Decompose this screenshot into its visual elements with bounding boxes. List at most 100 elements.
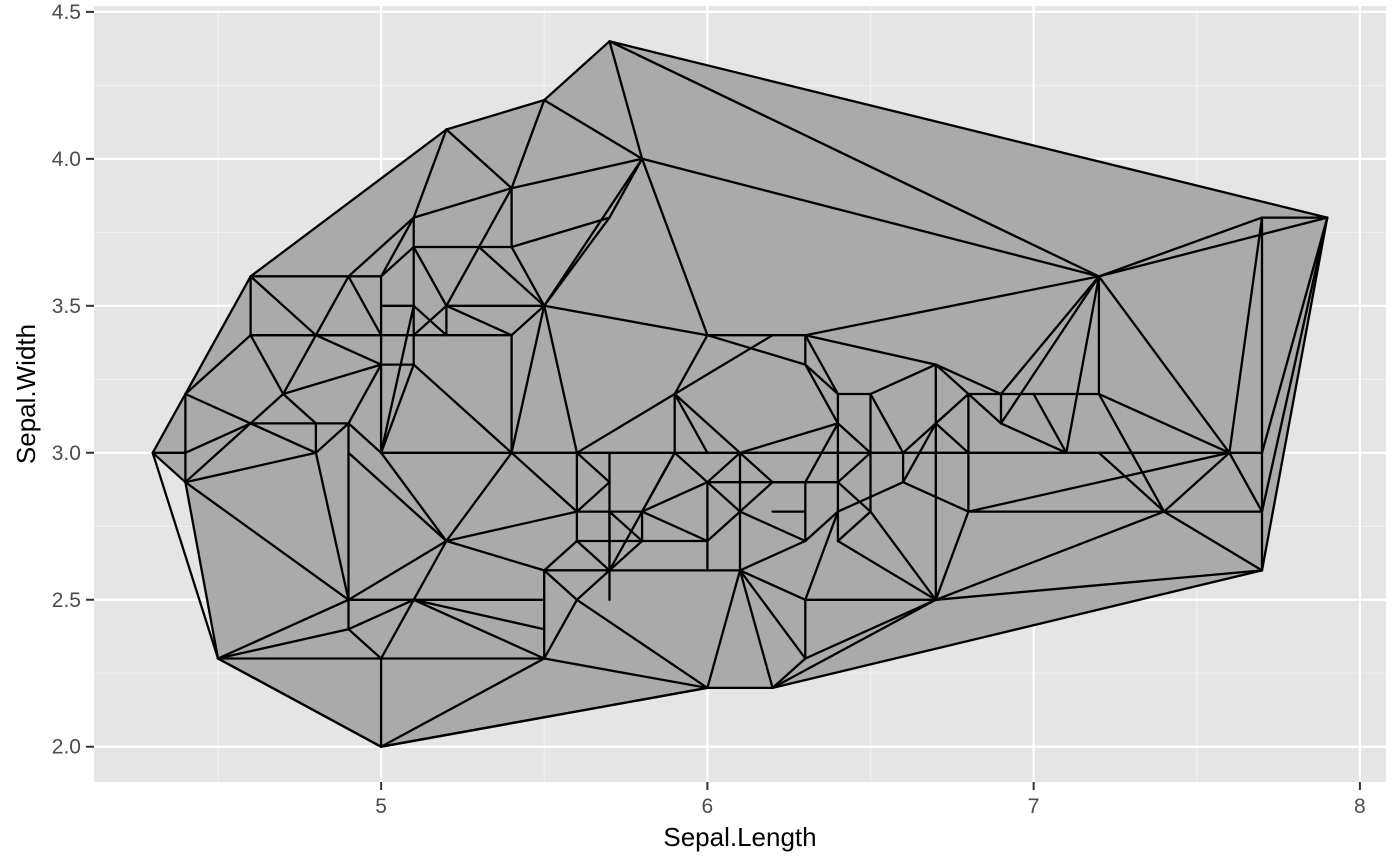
triangulation-edge [804,363,840,396]
triangulation-edge [379,216,415,278]
triangulation-edge [510,98,546,190]
triangulation-edge [1097,392,1166,513]
triangulation-edge [836,481,872,513]
triangulation-edge [771,569,1264,690]
triangulation-edge [738,569,774,690]
triangulation-edge [184,275,252,396]
triangulation-edge [1097,216,1264,278]
x-axis-title: Sepal.Length [663,822,816,852]
triangulation-edge [836,451,872,484]
y-axis-title: Sepal.Width [11,324,41,464]
triangulation-edge [347,628,383,660]
triangulation-edge [282,334,318,396]
y-axis: 2.0 2.5 3.0 3.5 4.0 4.5 [52,1,94,759]
triangulation-edge [282,363,383,396]
triangulation-edge [575,539,611,572]
triangulation-edge [347,539,448,601]
triangulation-edge [477,187,513,249]
triangulation-edge [412,598,546,660]
triangulation-edge [412,539,448,601]
triangulation-edge [314,334,383,366]
triangulation-edge [934,363,1003,396]
triangulation-edge [249,128,448,278]
triangulation-edge [934,392,970,425]
triangulation-edge [738,569,807,660]
triangulation-edge [608,40,1329,219]
triangulation-edge [543,569,579,601]
triangulation-edge [184,422,252,454]
triangulation-edge [1065,275,1101,454]
triangulation-edge [804,510,840,601]
triangulation-edge [575,569,611,601]
triangulation-edge [1260,216,1329,513]
triangulation-edge [804,275,1101,337]
triangulation-edge [804,422,840,484]
triangulation-edge [771,598,937,690]
triangulation-edge [869,392,905,454]
triangulation-edge [1032,392,1068,454]
triangulation-edge [510,157,644,190]
x-tick-label: 8 [1354,795,1366,818]
y-tick-label: 3.5 [52,295,81,318]
triangulation-edge [184,451,318,484]
triangulation-edge [608,539,644,572]
triangulation-edge [543,98,644,160]
triangulation-edge [379,245,415,278]
triangulation-edge [934,569,1264,601]
triangulation-edge [347,598,415,631]
triangulation-edge [804,598,937,660]
triangulation-edge [445,128,513,190]
triangulation-edge [510,451,579,513]
triangulation-edge [510,216,611,249]
triangulation-edge [510,304,546,454]
triangulation-edge [575,451,611,484]
triangulation-edge [901,422,937,454]
triangulation-edge [249,392,285,425]
x-tick-label: 7 [1028,795,1040,818]
y-tick-label: 4.5 [52,1,81,24]
triangulation-edge [575,481,611,513]
y-tick-label: 3.0 [52,442,81,465]
triangulation-edge [738,539,807,572]
triangulation-edge [1228,451,1264,513]
triangulation-edge [673,451,709,484]
triangulation-edge [282,392,318,425]
triangulation-edge [412,598,546,631]
triangulation-edge [249,275,318,337]
triangulation-edge [543,157,644,307]
triangulation-edge [836,539,937,601]
triangulation-edge [738,422,840,454]
triangulation-edge [184,422,252,484]
triangulation-edge [706,481,742,513]
triangulation-edge [575,598,709,690]
triangulation-edge [379,304,415,454]
triangulation-edge [738,481,774,513]
x-tick-label: 5 [375,795,387,818]
triangulation-edge [379,598,415,660]
triangulation-edge [706,510,742,543]
triangulation-edge [1097,451,1166,513]
triangulation-edge [216,628,350,660]
triangulation-edge [640,451,676,513]
triangulation-edge [1260,216,1329,454]
triangulation-edge [412,363,513,454]
triangulation-edge [640,157,1101,278]
triangulation-edge [510,245,546,307]
triangulation-edge [706,451,742,484]
triangulation-edge [608,40,644,160]
triangulation-edge [445,510,579,543]
triangulation-edge [999,422,1068,454]
triangulation-edge [1097,216,1329,278]
triangulation-edges [151,40,1329,748]
triangulation-edge [184,392,252,425]
triangulation-edge [249,334,285,396]
triangulation-edge [836,510,872,543]
triangulation-edge [184,481,220,660]
triangulation-edge [314,275,350,337]
triangulation-edge [445,451,513,543]
triangulation-edge [1162,451,1231,513]
triangulation-edge [249,422,318,454]
triangulation-edge [314,451,350,601]
